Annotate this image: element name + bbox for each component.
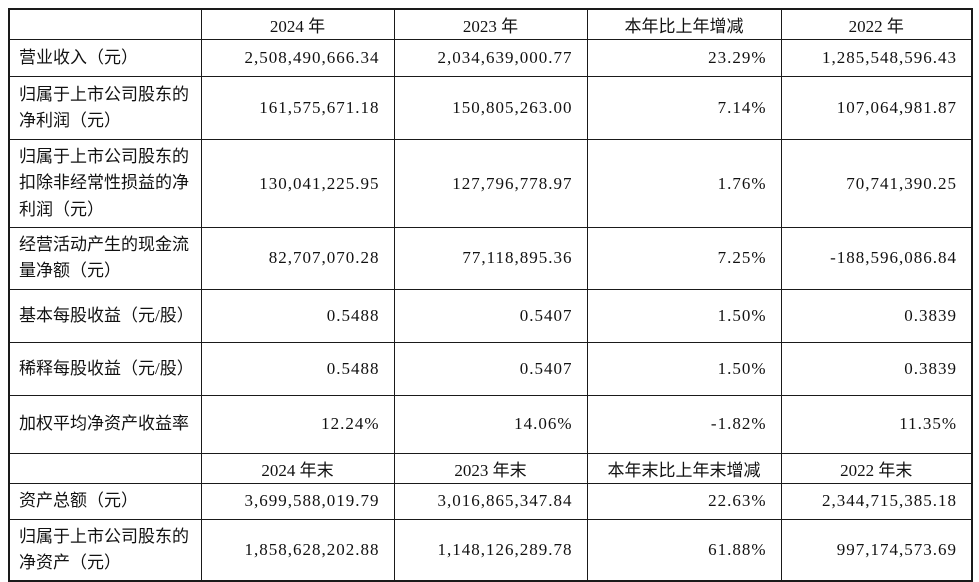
table-row-operating-cash-flow: 经营活动产生的现金流量净额（元） 82,707,070.28 77,118,89… bbox=[8, 227, 973, 290]
table-row-net-profit-attributable: 归属于上市公司股东的净利润（元） 161,575,671.18 150,805,… bbox=[8, 76, 973, 140]
value-2022: 997,174,573.69 bbox=[780, 518, 973, 582]
table-row-total-assets: 资产总额（元） 3,699,588,019.79 3,016,865,347.8… bbox=[8, 482, 973, 520]
value-2023: 127,796,778.97 bbox=[393, 138, 588, 229]
value-change: 1.50% bbox=[586, 341, 782, 396]
row-label: 归属于上市公司股东的扣除非经常性损益的净利润（元） bbox=[8, 138, 202, 229]
table-row-diluted-eps: 稀释每股收益（元/股） 0.5488 0.5407 1.50% 0.3839 bbox=[8, 341, 973, 396]
table-row-weighted-avg-roe: 加权平均净资产收益率 12.24% 14.06% -1.82% 11.35% bbox=[8, 394, 973, 454]
table-header-row-annual: 2024 年 2023 年 本年比上年增减 2022 年 bbox=[8, 8, 973, 40]
value-2024: 0.5488 bbox=[200, 288, 395, 343]
value-2022: 1,285,548,596.43 bbox=[780, 39, 973, 77]
value-2024: 2,508,490,666.34 bbox=[200, 39, 395, 77]
row-label: 基本每股收益（元/股） bbox=[8, 288, 202, 343]
row-label: 归属于上市公司股东的净利润（元） bbox=[8, 76, 202, 140]
value-2023: 14.06% bbox=[393, 394, 588, 454]
row-label: 资产总额（元） bbox=[8, 482, 202, 520]
value-2022: -188,596,086.84 bbox=[780, 227, 973, 290]
value-2022: 70,741,390.25 bbox=[780, 138, 973, 229]
row-label: 经营活动产生的现金流量净额（元） bbox=[8, 227, 202, 290]
financial-summary-table: 2024 年 2023 年 本年比上年增减 2022 年 营业收入（元） 2,5… bbox=[8, 8, 973, 582]
value-2022: 2,344,715,385.18 bbox=[780, 482, 973, 520]
table-row-basic-eps: 基本每股收益（元/股） 0.5488 0.5407 1.50% 0.3839 bbox=[8, 288, 973, 343]
value-2024: 130,041,225.95 bbox=[200, 138, 395, 229]
table-row-operating-revenue: 营业收入（元） 2,508,490,666.34 2,034,639,000.7… bbox=[8, 39, 973, 77]
column-header-2024: 2024 年 bbox=[200, 8, 395, 40]
value-2023: 150,805,263.00 bbox=[393, 76, 588, 140]
column-header-year-end-change: 本年末比上年末增减 bbox=[586, 452, 782, 484]
column-header-empty bbox=[8, 8, 202, 40]
table-row-net-assets-attributable: 归属于上市公司股东的净资产（元） 1,858,628,202.88 1,148,… bbox=[8, 518, 973, 582]
value-2023: 2,034,639,000.77 bbox=[393, 39, 588, 77]
column-header-2024-end: 2024 年末 bbox=[200, 452, 395, 484]
value-2022: 11.35% bbox=[780, 394, 973, 454]
value-2023: 1,148,126,289.78 bbox=[393, 518, 588, 582]
column-header-2023-end: 2023 年末 bbox=[393, 452, 588, 484]
value-change: 1.76% bbox=[586, 138, 782, 229]
value-2024: 82,707,070.28 bbox=[200, 227, 395, 290]
value-2023: 0.5407 bbox=[393, 341, 588, 396]
value-2024: 1,858,628,202.88 bbox=[200, 518, 395, 582]
value-2022: 107,064,981.87 bbox=[780, 76, 973, 140]
value-change: -1.82% bbox=[586, 394, 782, 454]
value-2024: 12.24% bbox=[200, 394, 395, 454]
row-label: 稀释每股收益（元/股） bbox=[8, 341, 202, 396]
table-header-row-year-end: 2024 年末 2023 年末 本年末比上年末增减 2022 年末 bbox=[8, 452, 973, 484]
value-2024: 3,699,588,019.79 bbox=[200, 482, 395, 520]
value-2024: 0.5488 bbox=[200, 341, 395, 396]
value-2022: 0.3839 bbox=[780, 341, 973, 396]
value-change: 22.63% bbox=[586, 482, 782, 520]
column-header-2022: 2022 年 bbox=[780, 8, 973, 40]
row-label: 归属于上市公司股东的净资产（元） bbox=[8, 518, 202, 582]
value-2023: 0.5407 bbox=[393, 288, 588, 343]
value-2022: 0.3839 bbox=[780, 288, 973, 343]
table-row-net-profit-excl-nonrecurring: 归属于上市公司股东的扣除非经常性损益的净利润（元） 130,041,225.95… bbox=[8, 138, 973, 229]
value-2024: 161,575,671.18 bbox=[200, 76, 395, 140]
row-label: 加权平均净资产收益率 bbox=[8, 394, 202, 454]
value-2023: 77,118,895.36 bbox=[393, 227, 588, 290]
value-change: 1.50% bbox=[586, 288, 782, 343]
column-header-yoy-change: 本年比上年增减 bbox=[586, 8, 782, 40]
column-header-2022-end: 2022 年末 bbox=[780, 452, 973, 484]
value-change: 7.25% bbox=[586, 227, 782, 290]
column-header-empty bbox=[8, 452, 202, 484]
row-label: 营业收入（元） bbox=[8, 39, 202, 77]
value-change: 7.14% bbox=[586, 76, 782, 140]
value-2023: 3,016,865,347.84 bbox=[393, 482, 588, 520]
value-change: 61.88% bbox=[586, 518, 782, 582]
value-change: 23.29% bbox=[586, 39, 782, 77]
column-header-2023: 2023 年 bbox=[393, 8, 588, 40]
